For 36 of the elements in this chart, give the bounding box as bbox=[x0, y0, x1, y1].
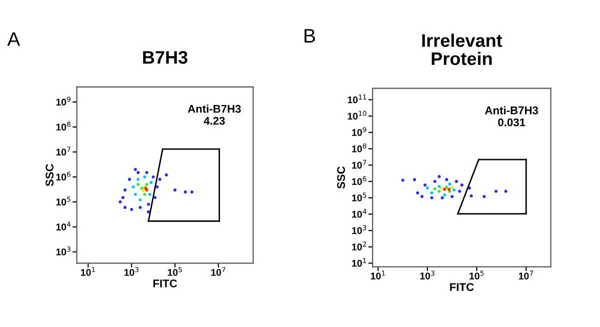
annotation: Anti-B7H3 0.031 bbox=[485, 106, 538, 126]
y-tick-label: 10$^{8}$ bbox=[56, 122, 70, 131]
x-tick-label: 10$^{1}$ bbox=[370, 270, 385, 280]
y-tick-label: 10$^{9}$ bbox=[56, 96, 70, 106]
y-tick-label: 10$^{2}$ bbox=[352, 242, 366, 250]
y-tick-label: 10$^{4}$ bbox=[352, 208, 366, 218]
y-tick-label: 10$^{5}$ bbox=[352, 192, 366, 202]
x-tick-label: 10$^{3}$ bbox=[420, 270, 434, 280]
text: A bbox=[7, 32, 20, 46]
y-tick-label: 10$^{3}$ bbox=[56, 246, 70, 256]
x-tick-label: 10$^{3}$ bbox=[124, 266, 138, 276]
y-tick-label: 10$^{3}$ bbox=[352, 225, 366, 234]
y-tick-label: 10$^{4}$ bbox=[56, 222, 71, 230]
y-tick-label: 10$^{7}$ bbox=[352, 160, 366, 169]
y-tick-label: 10$^{7}$ bbox=[56, 146, 70, 156]
x-axis-title: FITC bbox=[450, 283, 474, 291]
x-tick-label: 10$^{7}$ bbox=[211, 267, 226, 276]
y-tick-label: 10$^{5}$ bbox=[56, 196, 70, 206]
y-tick-label: 10$^{10}$ bbox=[348, 110, 366, 120]
y-tick-label: 10$^{1}$ bbox=[352, 258, 366, 267]
text: B bbox=[304, 29, 315, 43]
y-tick-label: 10$^{6}$ bbox=[352, 176, 366, 186]
x-tick-label: 10$^{5}$ bbox=[168, 267, 182, 276]
chart-title: Irrelevant Protein bbox=[422, 34, 502, 66]
y-axis-title: SSC bbox=[46, 164, 54, 186]
y-tick-label: 10$^{9}$ bbox=[352, 127, 366, 136]
x-tick-label: 10$^{5}$ bbox=[470, 270, 484, 280]
x-tick-label: 10$^{1}$ bbox=[80, 267, 95, 276]
chart-title: B7H3 bbox=[143, 51, 188, 64]
x-tick-label: 10$^{7}$ bbox=[518, 270, 534, 280]
y-tick-label: 10$^{6}$ bbox=[56, 172, 70, 180]
y-tick-label: 10$^{8}$ bbox=[352, 143, 366, 152]
y-tick-label: 10$^{11}$ bbox=[348, 94, 366, 104]
y-axis-title: SSC bbox=[337, 166, 346, 189]
x-axis-title: FITC bbox=[153, 280, 178, 288]
annotation: Anti-B7H3 4.23 bbox=[188, 104, 241, 125]
